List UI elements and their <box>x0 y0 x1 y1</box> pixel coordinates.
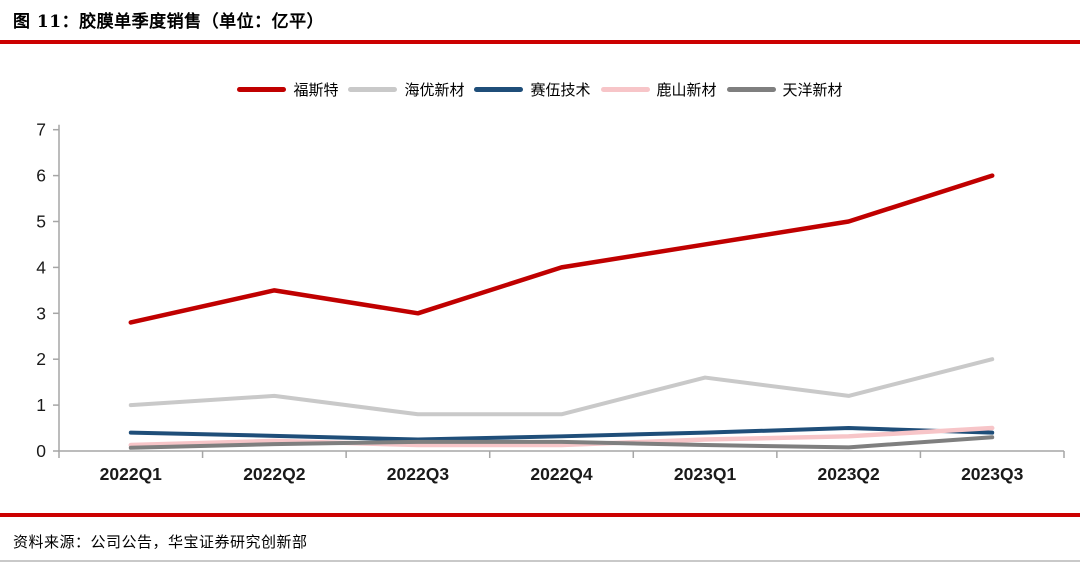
legend-item: 海优新材 <box>348 79 464 100</box>
x-tick-label: 2022Q4 <box>530 464 593 484</box>
x-tick-label: 2023Q3 <box>961 464 1024 484</box>
y-tick-label: 6 <box>36 166 46 186</box>
title-underline-rule <box>0 40 1080 44</box>
legend-swatch-icon <box>348 87 398 92</box>
legend-swatch-icon <box>726 87 776 92</box>
series-line-福斯特 <box>128 173 995 325</box>
x-tick-label: 2022Q1 <box>100 464 163 484</box>
y-tick-label: 4 <box>36 257 46 277</box>
legend-label: 天洋新材 <box>782 81 843 99</box>
y-tick-label: 5 <box>36 212 46 232</box>
legend-swatch-icon <box>600 87 650 92</box>
source-note: 资料来源：公司公告，华宝证券研究创新部 <box>13 533 308 551</box>
chart-canvas: 0 1 2 3 4 5 6 7 2022Q1 2022Q2 2022Q3 2022Q4 2023Q1 20… <box>36 120 1065 484</box>
page-bottom-divider <box>0 560 1080 562</box>
y-tick-label: 0 <box>36 441 46 461</box>
x-tick-label: 2023Q1 <box>674 464 737 484</box>
y-tick-label: 7 <box>36 120 46 140</box>
y-tick-label: 2 <box>36 349 46 369</box>
legend-label: 鹿山新材 <box>656 81 717 99</box>
x-tick-label: 2023Q2 <box>818 464 881 484</box>
series-line-天洋新材 <box>128 435 995 450</box>
series-line-赛伍技术 <box>128 426 995 442</box>
legend-label: 赛伍技术 <box>530 81 591 99</box>
legend-swatch-icon <box>237 87 287 92</box>
series-line-海优新材 <box>128 357 995 417</box>
page-title: 图 11：胶膜单季度销售（单位：亿平） <box>13 12 325 32</box>
x-tick-label: 2022Q2 <box>243 464 306 484</box>
y-tick-label: 1 <box>36 395 46 415</box>
chart-legend: 福斯特 海优新材 赛伍技术 鹿山新材 天洋新材 <box>0 79 1080 100</box>
x-tick-label: 2022Q3 <box>387 464 450 484</box>
y-tick-label: 3 <box>36 303 46 323</box>
footer-rule <box>0 513 1080 517</box>
legend-label: 海优新材 <box>404 81 465 99</box>
legend-item: 天洋新材 <box>726 79 843 100</box>
legend-swatch-icon <box>474 87 524 92</box>
legend-label: 福斯特 <box>293 81 339 99</box>
legend-item: 鹿山新材 <box>600 79 717 100</box>
legend-item: 赛伍技术 <box>474 79 591 100</box>
line-chart: 0 1 2 3 4 5 6 7 2022Q1 2022Q2 2022Q3 2022Q4 2023Q1 20… <box>0 105 1080 505</box>
series-line-鹿山新材 <box>128 425 995 448</box>
legend-item: 福斯特 <box>237 79 338 100</box>
